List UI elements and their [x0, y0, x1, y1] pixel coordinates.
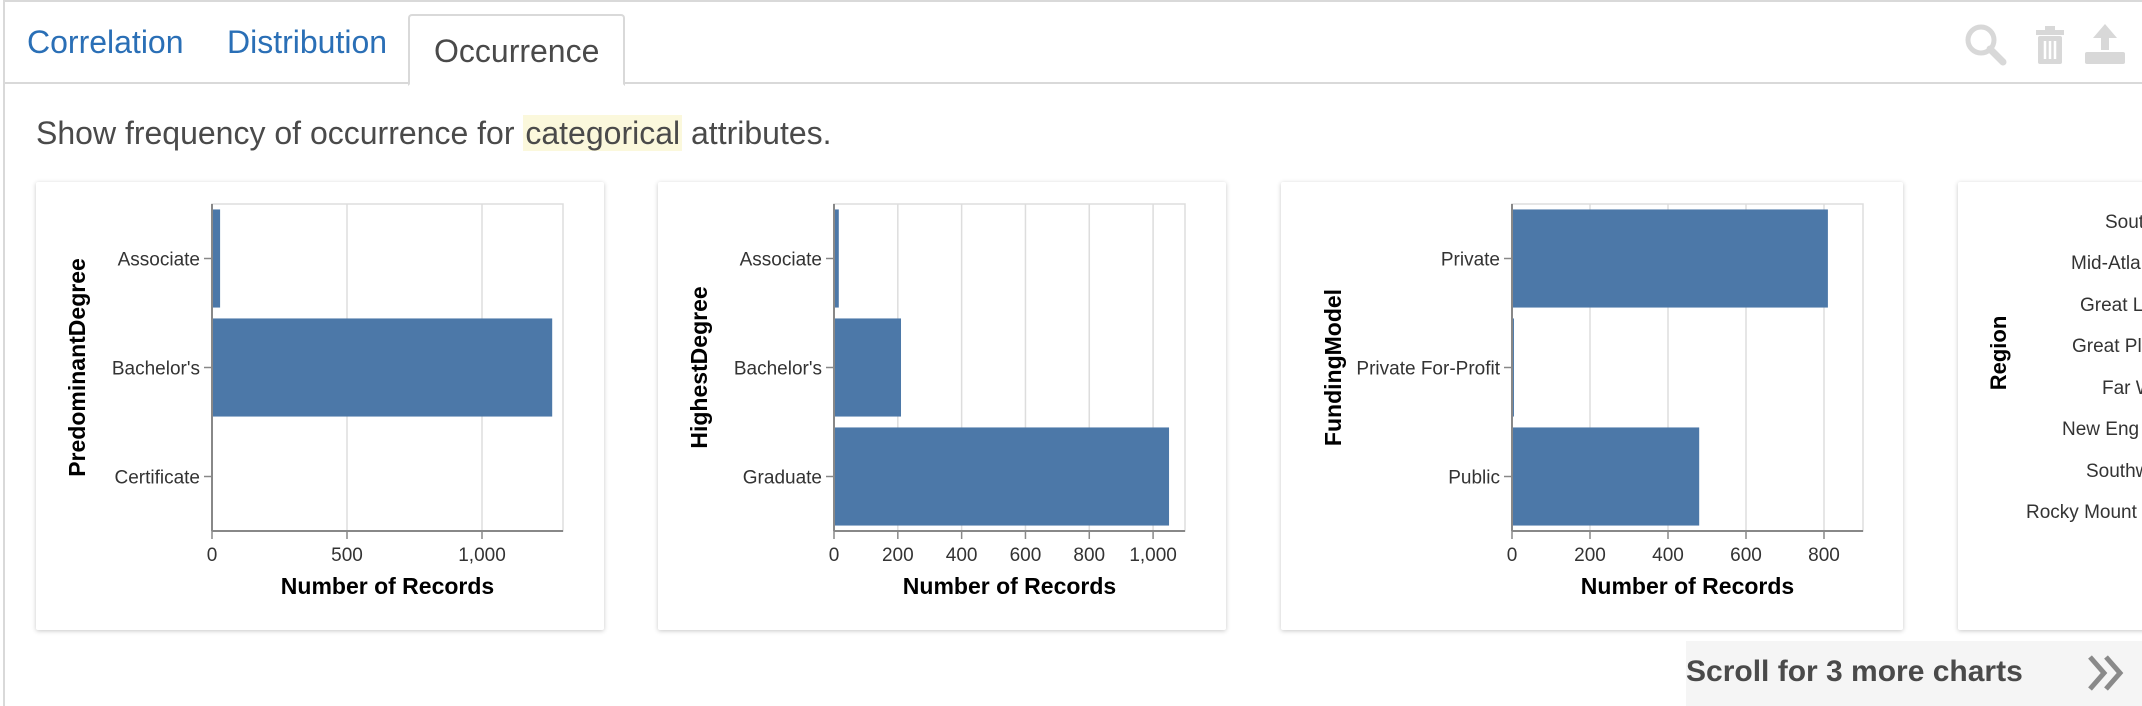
- x-axis-title: Number of Records: [281, 573, 494, 599]
- x-tick-label: 400: [946, 545, 978, 566]
- region-label-0: South: [2105, 212, 2142, 233]
- double-chevron-right-icon: [2088, 655, 2124, 691]
- y-tick-label: Graduate: [743, 468, 822, 489]
- region-label-3: Great Pl: [2072, 336, 2142, 357]
- scroll-hint[interactable]: Scroll for 3 more charts: [1686, 641, 2142, 706]
- tab-occurrence[interactable]: Occurrence: [408, 14, 626, 86]
- region-label-4: Far W: [2102, 378, 2142, 399]
- x-tick-label: 1,000: [458, 545, 506, 566]
- y-axis-title: PredominantDegree: [64, 258, 90, 477]
- region-label-7: Rocky Mount: [2026, 502, 2138, 523]
- chart-card-funding-model[interactable]: 0 200 400 600 800 Private Private For-Profit Pu…: [1281, 182, 1903, 630]
- trash-icon[interactable]: [2028, 22, 2072, 66]
- x-axis-title: Number of Records: [903, 573, 1116, 599]
- y-tick-label: Associate: [740, 250, 822, 271]
- y-tick-label: Private: [1441, 250, 1500, 271]
- bar-bachelor-s: [834, 318, 902, 417]
- y-tick-label: Bachelor's: [734, 359, 822, 380]
- region-label-1: Mid-Atla: [2071, 253, 2141, 274]
- y-axis-title: FundingModel: [1320, 289, 1346, 446]
- chart-card-predominant-degree[interactable]: 0 500 1,000 Associate Bachelor's Certificate N…: [36, 182, 604, 630]
- x-tick-label: 0: [1507, 545, 1518, 566]
- region-label-6: Southw: [2086, 461, 2142, 482]
- x-tick-label: 200: [882, 545, 914, 566]
- x-tick-label: 400: [1652, 545, 1684, 566]
- region-label-5: New Eng: [2062, 419, 2139, 440]
- y-tick-label: Bachelor's: [112, 359, 200, 380]
- y-tick-label: Private For-Profit: [1356, 359, 1500, 380]
- bar-graduate: [834, 427, 1170, 526]
- x-tick-label: 600: [1730, 545, 1762, 566]
- x-tick-label: 0: [207, 545, 218, 566]
- description-before: Show frequency of occurrence for: [36, 115, 524, 151]
- y-axis-title: HighestDegree: [686, 286, 712, 448]
- export-icon[interactable]: [2083, 22, 2127, 66]
- chart-predominant-degree: 0 500 1,000 Associate Bachelor's Certificate N…: [64, 203, 564, 599]
- description-after: attributes.: [682, 115, 832, 151]
- x-tick-label: 500: [331, 545, 363, 566]
- bar-private: [1512, 209, 1828, 308]
- tab-distribution[interactable]: Distribution: [227, 24, 388, 60]
- chart-funding-model: 0 200 400 600 800 Private Private For-Profit Pu…: [1320, 203, 1864, 599]
- bar-bachelor-s: [212, 318, 553, 417]
- axis-title-region: Region: [1986, 316, 2011, 391]
- region-label-2: Great La: [2080, 295, 2142, 316]
- x-tick-label: 800: [1073, 545, 1105, 566]
- y-tick-label: Associate: [118, 250, 200, 271]
- description-text: Show frequency of occurrence for categor…: [36, 115, 832, 152]
- bar-public: [1512, 427, 1700, 526]
- x-tick-label: 600: [1010, 545, 1042, 566]
- chart-highest-degree: 0 200 400 600 800 1,000 Associate Bachelor's Gra…: [686, 203, 1186, 599]
- panel-frame: [3, 0, 2142, 706]
- chart-region: Region South Mid-Atla Great La Great Pl …: [1986, 212, 2142, 523]
- x-tick-label: 0: [829, 545, 840, 566]
- x-tick-label: 800: [1808, 545, 1840, 566]
- scroll-hint-label: Scroll for 3 more charts: [1686, 655, 2023, 688]
- y-tick-label: Certificate: [114, 468, 200, 489]
- tab-bar: Correlation Distribution Occurrence: [3, 0, 2142, 86]
- chart-card-region[interactable]: Region South Mid-Atla Great La Great Pl …: [1958, 182, 2142, 630]
- bar-associate: [212, 209, 221, 308]
- description-highlight: categorical: [523, 115, 683, 151]
- search-icon[interactable]: [1963, 22, 2007, 66]
- tab-correlation[interactable]: Correlation: [27, 24, 184, 60]
- x-tick-label: 1,000: [1129, 545, 1177, 566]
- x-axis-title: Number of Records: [1581, 573, 1794, 599]
- y-tick-label: Public: [1448, 468, 1500, 489]
- bar-associate: [834, 209, 839, 308]
- x-tick-label: 200: [1574, 545, 1606, 566]
- chart-card-highest-degree[interactable]: 0 200 400 600 800 1,000 Associate Bachelor's Gra…: [658, 182, 1226, 630]
